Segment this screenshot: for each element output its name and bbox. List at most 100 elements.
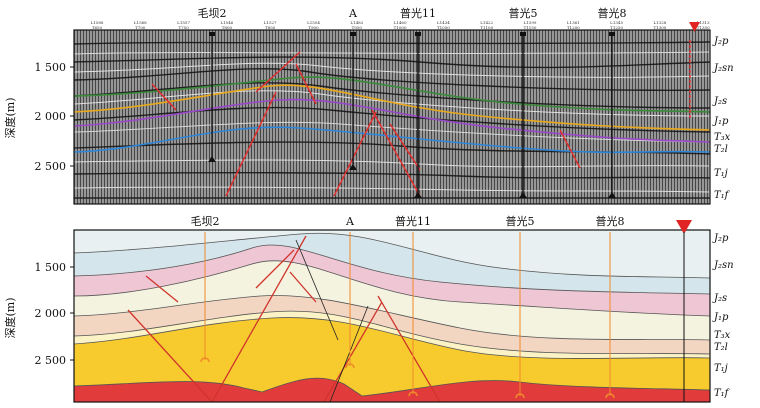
top-depth-tick-label: 2 000 <box>35 110 67 123</box>
trace-line-label: L1434 <box>437 20 450 25</box>
top-well-name: A <box>348 7 358 20</box>
top-well-head-icon <box>350 32 356 36</box>
bottom-y-axis-label: 深度(m) <box>3 297 17 338</box>
horizon-blue <box>74 126 710 154</box>
bottom-well-name: 普光8 <box>596 214 625 228</box>
trace-number-label: T1300 <box>653 25 666 30</box>
top-formation-label: T₁f <box>714 190 731 201</box>
top-well-foot-icon <box>349 164 357 170</box>
trace-line-label: L1345 <box>610 20 623 25</box>
top-well-head-icon <box>520 32 526 36</box>
trace-number-label: T650 <box>92 25 103 30</box>
top-formation-label: T₃x <box>714 132 731 143</box>
top-well-name: 普光5 <box>509 6 538 20</box>
top-formation-label: T₁j <box>714 168 728 179</box>
top-depth-tick-label: 1 500 <box>35 61 67 74</box>
bottom-well-name: 普光11 <box>395 214 431 228</box>
trace-number-label: T1200 <box>567 25 580 30</box>
top-depth-tick-label: 2 500 <box>35 160 67 173</box>
top-formation-label: T₂l <box>714 144 728 155</box>
bottom-well-target-icon <box>408 391 418 397</box>
trace-number-label: T700 <box>135 25 146 30</box>
trace-line-label: L1568 <box>134 20 147 25</box>
bottom-well-target-icon <box>345 363 355 369</box>
bottom-well-name: A <box>345 215 355 228</box>
trace-number-label: T750 <box>178 25 189 30</box>
trace-number-label: T1050 <box>437 25 450 30</box>
horizon-purple <box>74 98 710 143</box>
top-formation-label: J₂p <box>712 36 729 47</box>
depth-axes: 1 500 2 000 2 500 1 500 2 000 2 500 深度(m) 深度(m) <box>3 61 74 367</box>
top-formation-label: J₂s <box>712 96 727 107</box>
top-well-foot-icon <box>208 156 216 162</box>
marker-triangle-top <box>689 22 700 32</box>
model-layers <box>74 232 710 402</box>
model-frame <box>73 229 711 403</box>
layer-T1f <box>74 377 710 402</box>
trace-number-label: T950 <box>352 25 363 30</box>
model-faults-black <box>295 239 369 402</box>
top-formation-label: J₁p <box>712 116 729 127</box>
bottom-formation-label: J₁p <box>712 312 729 323</box>
model-faults <box>127 235 441 402</box>
wells: 毛坝2 A 普光11 普光5 普光8 毛坝2 A 普光11 普光5 普光8 <box>191 6 627 399</box>
trace-line-label: L1361 <box>567 20 580 25</box>
trace-line-label: L1483 <box>350 20 363 25</box>
trace-line-label: L1557 <box>177 20 190 25</box>
bottom-formation-label: T₃x <box>714 330 731 341</box>
trace-number-label: T900 <box>308 25 319 30</box>
bottom-formation-label: T₁j <box>714 363 728 374</box>
trace-line-label: L1504 <box>307 20 320 25</box>
horizon-green <box>74 76 710 113</box>
bottom-depth-tick-label: 1 500 <box>35 261 67 274</box>
trace-number-label: T1000 <box>394 25 407 30</box>
bottom-depth-tick-label: 2 500 <box>35 354 67 367</box>
top-well-name: 普光11 <box>400 6 436 20</box>
trace-line-label: L1546 <box>220 20 233 25</box>
bottom-formation-label: T₂l <box>714 342 728 353</box>
seismic-horizons <box>74 76 710 154</box>
seismic-faults <box>151 40 691 197</box>
marker-triangle-bottom <box>676 220 692 234</box>
horizon-orange <box>74 84 710 131</box>
model-panel <box>73 229 711 403</box>
top-well-foot-icon <box>608 192 616 198</box>
top-well-foot-icon <box>414 192 422 198</box>
trace-number-label: T850 <box>265 25 276 30</box>
trace-line-label: L1399 <box>524 20 537 25</box>
bottom-well-name: 毛坝2 <box>191 214 220 228</box>
trace-number-label: T1350 <box>697 25 710 30</box>
trace-line-label: L1328 <box>653 20 666 25</box>
top-well-head-icon <box>609 32 615 36</box>
bottom-well-name: 普光5 <box>506 214 535 228</box>
trace-line-label: L1422 <box>480 20 493 25</box>
seismic-frame <box>73 29 711 205</box>
trace-line-label: L1588 <box>91 20 104 25</box>
bottom-formation-label: T₁f <box>714 388 731 399</box>
bottom-well-target-icon <box>200 357 210 363</box>
trace-number-label: T800 <box>222 25 233 30</box>
bottom-formation-label: J₂sn <box>712 260 734 271</box>
top-y-axis-label: 深度(m) <box>3 97 17 138</box>
top-well-head-icon <box>415 32 421 36</box>
bottom-formation-label: J₂s <box>712 293 727 304</box>
bottom-well-target-icon <box>605 393 615 399</box>
trace-line-label: L1460 <box>394 20 407 25</box>
bottom-well-target-icon <box>515 393 525 399</box>
layer-T1j <box>74 317 710 402</box>
trace-number-label: T1150 <box>524 25 537 30</box>
trace-number-label: T1100 <box>480 25 493 30</box>
top-well-name: 普光8 <box>598 6 627 20</box>
trace-line-label: L1313 <box>697 20 710 25</box>
top-well-head-icon <box>209 32 215 36</box>
bottom-depth-tick-label: 2 000 <box>35 307 67 320</box>
trace-line-label: L1527 <box>264 20 277 25</box>
top-well-name: 毛坝2 <box>198 6 227 20</box>
bottom-formation-label: J₂p <box>712 233 729 244</box>
top-formation-label: J₂sn <box>712 63 734 74</box>
formation-labels: J₂pJ₂snJ₂sJ₁pT₃xT₂lT₁jT₁fJ₂pJ₂snJ₂sJ₁pT₃… <box>712 36 734 399</box>
trace-number-label: T1250 <box>610 25 623 30</box>
